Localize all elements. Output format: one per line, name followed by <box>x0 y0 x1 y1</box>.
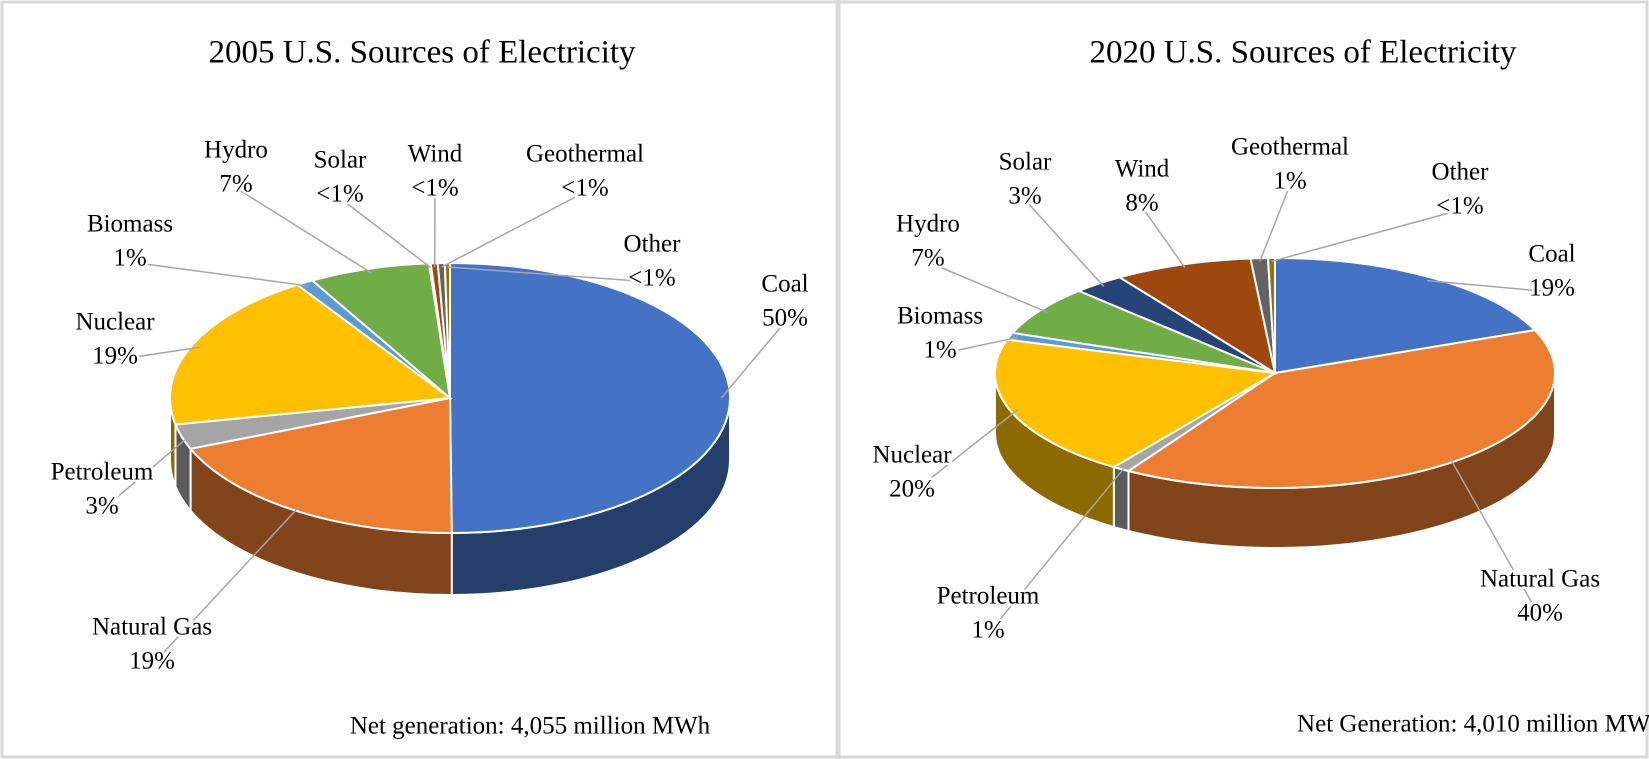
category-label: Biomass <box>897 303 983 330</box>
category-label: Wind <box>408 141 463 168</box>
leader-line <box>1271 209 1461 263</box>
value-label: 3% <box>1008 183 1041 210</box>
category-label: Coal <box>761 271 808 298</box>
slice <box>994 338 1279 529</box>
category-label: Geothermal <box>526 141 644 168</box>
slice <box>1274 256 1537 375</box>
slice-side <box>1112 465 1130 533</box>
leader-line <box>114 346 200 361</box>
value-label: 1% <box>113 245 146 272</box>
value-label: <1% <box>316 181 363 208</box>
value-label: 3% <box>85 493 118 520</box>
slice <box>188 396 453 596</box>
leader-line <box>1259 184 1291 262</box>
category-label: Other <box>624 231 682 258</box>
chart-title: 2005 U.S. Sources of Electricity <box>208 35 636 71</box>
leader-line <box>1024 199 1105 287</box>
value-label: 7% <box>219 171 252 198</box>
value-label: 1% <box>971 617 1004 644</box>
value-label: 1% <box>1273 168 1306 195</box>
category-label: Nuclear <box>75 309 155 336</box>
note: Net generation: 4,055 million MWh <box>350 713 711 740</box>
value-label: 50% <box>762 305 808 332</box>
value-label: 19% <box>92 343 138 370</box>
slice <box>1266 256 1276 374</box>
category-label: Petroleum <box>51 459 154 486</box>
category-label: Solar <box>314 147 367 174</box>
leader-line <box>447 266 653 283</box>
leader-line <box>1449 457 1541 618</box>
value-label: 19% <box>1529 275 1575 302</box>
slice-top <box>1010 289 1276 374</box>
value-label: <1% <box>628 265 675 292</box>
category-label: Wind <box>1115 156 1170 183</box>
slice-top <box>1274 256 1537 375</box>
leader-line <box>939 336 1018 355</box>
category-label: Nuclear <box>872 442 952 469</box>
value-label: 7% <box>911 245 944 272</box>
category-label: Other <box>1432 159 1490 186</box>
value-label: 8% <box>1125 190 1158 217</box>
slice-top <box>169 283 453 426</box>
leader-line <box>441 191 586 268</box>
slice-top <box>994 338 1279 469</box>
slice <box>169 283 453 487</box>
value-label: 19% <box>129 648 175 675</box>
value-label: <1% <box>1436 193 1483 220</box>
leader-line <box>927 261 1048 313</box>
category-label: Geothermal <box>1231 134 1349 161</box>
value-label: <1% <box>561 175 608 202</box>
leader-line <box>235 187 372 274</box>
slice-top <box>1126 329 1556 489</box>
category-label: Petroleum <box>937 583 1040 610</box>
category-label: Solar <box>999 149 1052 176</box>
category-label: Biomass <box>87 211 173 238</box>
category-label: Hydro <box>896 211 960 238</box>
category-label: Coal <box>1528 241 1575 268</box>
value-label: <1% <box>411 175 458 202</box>
leader-line <box>101 435 191 511</box>
value-label: 20% <box>889 476 935 503</box>
leader-line <box>129 261 310 287</box>
chart-title: 2020 U.S. Sources of Electricity <box>1089 35 1517 71</box>
leader-line <box>1141 206 1186 269</box>
leader-line <box>339 197 431 268</box>
category-label: Hydro <box>204 137 268 164</box>
slice <box>1010 289 1276 374</box>
leader-line <box>911 408 1019 494</box>
leader-line <box>151 506 300 666</box>
category-label: Natural Gas <box>1480 566 1600 593</box>
note: Net Generation: 4,010 million MWh <box>1297 711 1649 738</box>
value-label: 1% <box>923 337 956 364</box>
category-label: Natural Gas <box>92 614 212 641</box>
value-label: 40% <box>1517 600 1563 627</box>
leader-line <box>1427 279 1553 293</box>
slice-top <box>1266 256 1276 374</box>
leader-line <box>721 321 786 399</box>
slice-top <box>188 396 453 534</box>
leader-line <box>987 465 1127 635</box>
